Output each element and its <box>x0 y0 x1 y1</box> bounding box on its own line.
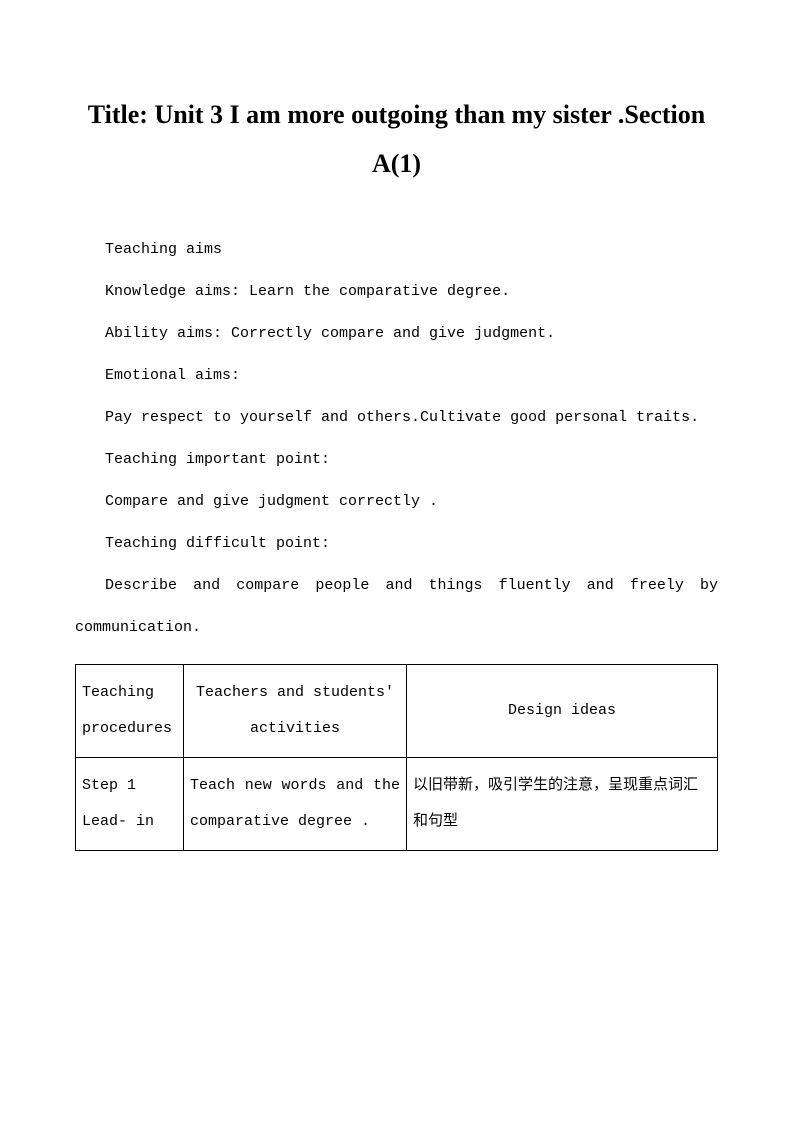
header-design: Design ideas <box>407 664 718 757</box>
header-procedures: Teaching procedures <box>76 664 184 757</box>
emotional-aims-text: Pay respect to yourself and others.Culti… <box>75 397 718 439</box>
page-title: Title: Unit 3 I am more outgoing than my… <box>75 90 718 189</box>
important-point-text: Compare and give judgment correctly . <box>75 481 718 523</box>
cell-design: 以旧带新，吸引学生的注意，呈现重点词汇和句型 <box>407 757 718 850</box>
difficult-point-text: Describe and compare people and things f… <box>75 565 718 649</box>
procedures-table: Teaching procedures Teachers and student… <box>75 664 718 851</box>
difficult-point-label: Teaching difficult point: <box>75 523 718 565</box>
difficult-point-text-inline: Describe and compare people and things f… <box>75 577 718 636</box>
knowledge-aims: Knowledge aims: Learn the comparative de… <box>75 271 718 313</box>
table-header-row: Teaching procedures Teachers and student… <box>76 664 718 757</box>
cell-step: Step 1 Lead- in <box>76 757 184 850</box>
emotional-aims-label: Emotional aims: <box>75 355 718 397</box>
ability-aims: Ability aims: Correctly compare and give… <box>75 313 718 355</box>
document-page: Title: Unit 3 I am more outgoing than my… <box>0 0 793 911</box>
important-point-label: Teaching important point: <box>75 439 718 481</box>
teaching-aims-heading: Teaching aims <box>75 229 718 271</box>
table-row: Step 1 Lead- in Teach new words and the … <box>76 757 718 850</box>
header-activities: Teachers and students' activities <box>184 664 407 757</box>
cell-activities: Teach new words and the comparative degr… <box>184 757 407 850</box>
